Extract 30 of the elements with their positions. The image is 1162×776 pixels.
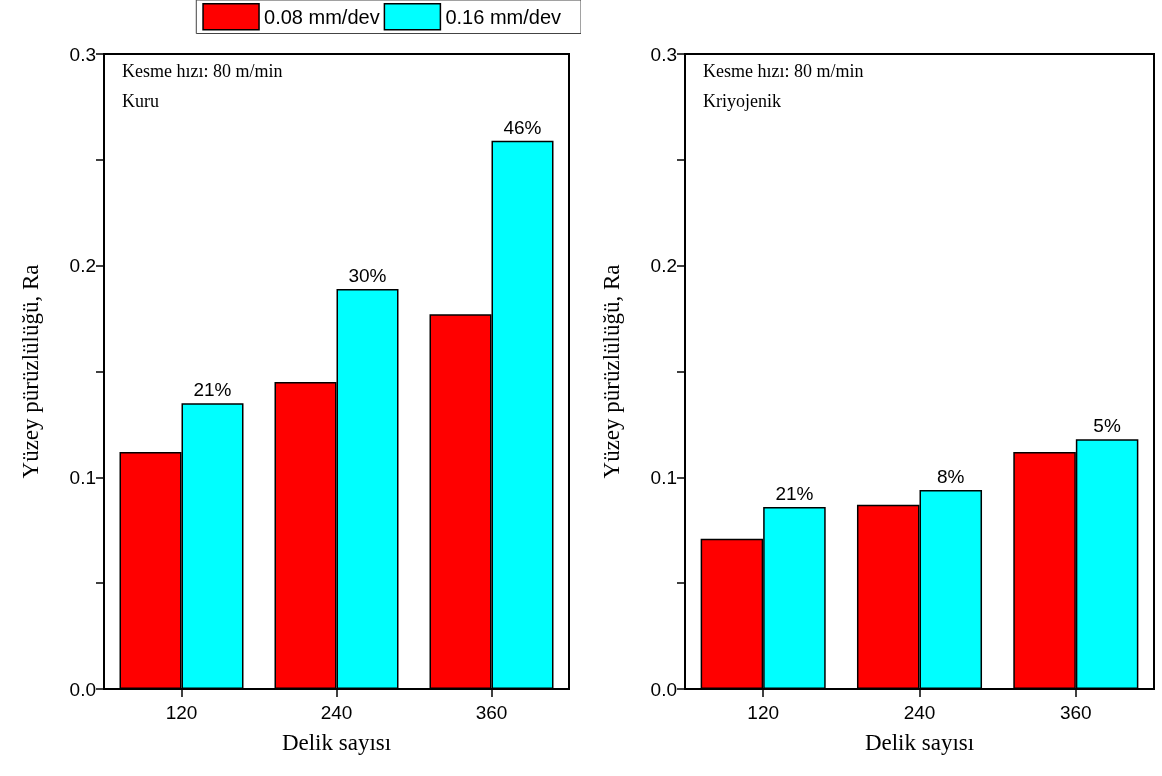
legend-label: 0.16 mm/dev	[445, 5, 561, 28]
annotation: 21%	[193, 379, 232, 401]
annotation: Kesme hızı: 80 m/min	[122, 61, 283, 81]
x-tick-label: 360	[1059, 702, 1092, 723]
y-axis-title: Yüzey pürüzlülüğü, Ra	[599, 264, 624, 479]
y-axis-title: Yüzey pürüzlülüğü, Ra	[18, 264, 43, 479]
y-tick-label: 0.2	[69, 255, 96, 277]
x-tick-label: 120	[747, 702, 780, 723]
x-axis-title: Delik sayısı	[281, 730, 392, 755]
x-tick-label: 120	[165, 702, 198, 723]
y-tick-label: 0.0	[650, 678, 677, 700]
annotation: 30%	[348, 264, 387, 286]
annotation: Kriyojenik	[703, 91, 781, 111]
y-tick-label: 0.0	[69, 678, 96, 700]
annotation: 46%	[503, 116, 542, 138]
annotation: Kuru	[122, 91, 159, 111]
x-tick-label: 240	[320, 702, 353, 723]
y-tick-label: 0.3	[69, 43, 96, 65]
annotation: 8%	[937, 466, 965, 488]
annotation: Kesme hızı: 80 m/min	[703, 61, 864, 81]
annotation: 21%	[775, 482, 814, 504]
y-tick-label: 0.3	[650, 43, 677, 65]
y-tick-label: 0.1	[69, 466, 96, 488]
x-tick-label: 240	[903, 702, 936, 723]
y-tick-label: 0.1	[650, 466, 677, 488]
y-tick-label: 0.2	[650, 255, 677, 277]
legend-label: 0.08 mm/dev	[264, 5, 380, 28]
x-axis-title: Delik sayısı	[864, 730, 975, 755]
annotation: 5%	[1093, 415, 1121, 437]
x-tick-label: 360	[475, 702, 508, 723]
